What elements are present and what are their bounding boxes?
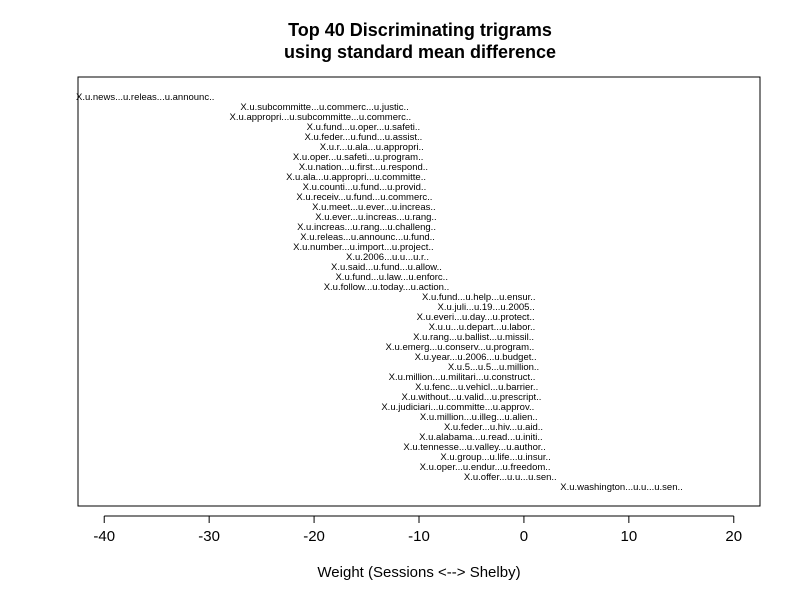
point-label: X.u.emerg...u.conserv...u.program..: [386, 342, 535, 353]
point-label: X.u.releas...u.announc...u.fund..: [300, 232, 435, 243]
point-label: X.u.oper...u.endur...u.freedom..: [420, 462, 551, 473]
chart-title-line-2: using standard mean difference: [284, 42, 556, 62]
point-label: X.u.2006...u.u...u.r..: [346, 252, 429, 263]
point-label: X.u.year...u.2006...u.budget..: [415, 352, 537, 363]
point-label: X.u.million...u.illeg...u.alien..: [420, 412, 538, 423]
point-label: X.u.judiciari...u.committe...u.approv..: [381, 402, 534, 413]
point-label: X.u.tennesse...u.valley...u.author..: [403, 442, 545, 453]
x-tick-label: 20: [725, 528, 742, 545]
point-label: X.u.rang...u.ballist...u.missil..: [413, 332, 534, 343]
x-axis: -40 -30 -20 -10 0 10 20: [93, 515, 742, 545]
point-label: X.u.u...u.depart...u.labor..: [429, 322, 536, 333]
point-label: X.u.fund...u.help...u.ensur..: [422, 292, 536, 303]
point-label: X.u.oper...u.safeti...u.program..: [293, 152, 423, 163]
point-label: X.u.receiv...u.fund...u.commerc..: [296, 192, 432, 203]
x-tick-label: 0: [520, 528, 528, 545]
point-label: X.u.million...u.militari...u.construct..: [389, 372, 536, 383]
point-label: X.u.fenc...u.vehicl...u.barrier..: [415, 382, 538, 393]
point-label: X.u.subcommitte...u.commerc...u.justic..: [240, 102, 408, 113]
point-label: X.u.follow...u.today...u.action..: [324, 282, 450, 293]
point-label: X.u.alabama...u.read...u.initi..: [419, 432, 543, 443]
point-label: X.u.number...u.import...u.project..: [293, 242, 433, 253]
point-label: X.u.increas...u.rang...u.challeng..: [297, 222, 436, 233]
point-label: X.u.offer...u.u...u.sen..: [464, 472, 557, 483]
point-label: X.u.washington...u.u...u.sen..: [560, 482, 683, 493]
point-label: X.u.without...u.valid...u.prescript..: [401, 392, 541, 403]
point-label: X.u.feder...u.hiv...u.aid..: [444, 422, 543, 433]
point-labels: X.u.news...u.releas...u.announc.. X.u.sub…: [76, 92, 683, 493]
point-label: X.u.ever...u.increas...u.rang..: [315, 212, 436, 223]
point-label: X.u.group...u.life...u.insur..: [440, 452, 550, 463]
x-tick-label: -40: [93, 528, 115, 545]
point-label: X.u.r...u.ala...u.appropri..: [320, 142, 424, 153]
point-label: X.u.said...u.fund...u.allow..: [331, 262, 442, 273]
point-label: X.u.appropri...u.subcommitte...u.commerc…: [230, 112, 412, 123]
x-tick-label: -30: [198, 528, 220, 545]
point-label: X.u.news...u.releas...u.announc..: [76, 92, 214, 103]
x-tick-label: 10: [621, 528, 638, 545]
x-tick-label: -20: [303, 528, 325, 545]
x-tick-label: -10: [408, 528, 430, 545]
x-axis-title: Weight (Sessions <--> Shelby): [317, 564, 520, 581]
point-label: X.u.everi...u.day...u.protect..: [417, 312, 535, 323]
point-label: X.u.fund...u.oper...u.safeti..: [307, 122, 421, 133]
point-label: X.u.5...u.5...u.million..: [448, 362, 539, 373]
point-label: X.u.ala...u.appropri...u.committe..: [286, 172, 426, 183]
plot-frame: [77, 76, 761, 507]
point-label: X.u.counti...u.fund...u.provid..: [303, 182, 427, 193]
chart-title-line-1: Top 40 Discriminating trigrams: [288, 20, 552, 40]
point-label: X.u.juli...u.19...u.2005..: [438, 302, 535, 313]
point-label: X.u.meet...u.ever...u.increas..: [312, 202, 436, 213]
point-label: X.u.feder...u.fund...u.assist..: [305, 132, 423, 143]
point-label: X.u.fund...u.law...u.enforc..: [335, 272, 447, 283]
point-label: X.u.nation...u.first...u.respond..: [299, 162, 428, 173]
